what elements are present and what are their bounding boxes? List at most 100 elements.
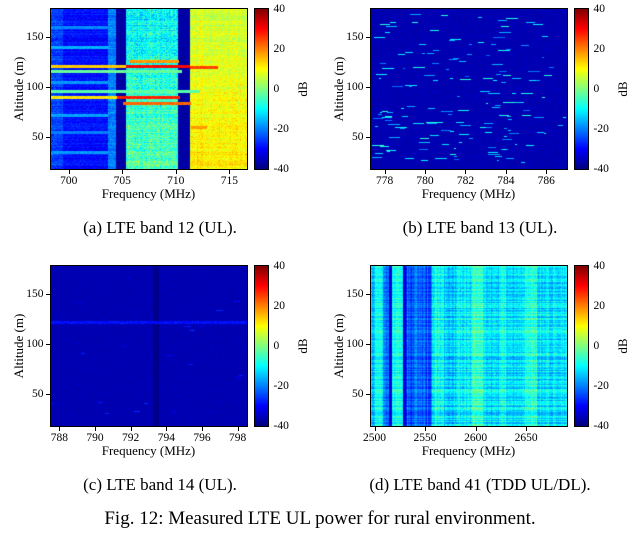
subplot-caption-b: (b) LTE band 13 (UL). <box>402 218 558 237</box>
x-axis-ticks: 700 705 710 715 <box>50 170 248 187</box>
x-tick-mark <box>229 170 231 174</box>
subplot-lte-band-12: Altitude (m) 50 100 150 700 705 710 715 Frequ… <box>0 3 320 239</box>
axes-lte-band-12: Altitude (m) 50 100 150 700 705 710 715 Frequ… <box>11 3 310 204</box>
y-tick-label: 50 <box>352 131 364 143</box>
figure-caption: Fig. 12: Measured LTE UL power for rural… <box>104 508 536 529</box>
heatmap-canvas <box>370 266 567 426</box>
y-tick-mark <box>365 344 370 345</box>
y-axis-ticks: 50 100 150 <box>346 8 370 170</box>
x-axis-ticks: 788 790 792 794 796 798 <box>50 427 248 444</box>
y-axis-label: Altitude (m) <box>11 8 26 170</box>
x-tick-mark <box>130 427 132 431</box>
axes-lte-band-14: Altitude (m) 50 100 150 788 790 792 794 796 798… <box>10 260 310 461</box>
y-tick-label: 50 <box>352 388 364 400</box>
colorbar-ticks: 40 20 0 -20 -40 <box>589 3 617 175</box>
y-tick-label: 100 <box>346 81 364 93</box>
x-tick-label: 700 <box>60 175 78 187</box>
colorbar-canvas <box>574 9 588 169</box>
x-tick-mark <box>384 170 386 174</box>
colorbar-tick-label: 0 <box>593 83 600 95</box>
figure-grid: Altitude (m) 50 100 150 700 705 710 715 Frequ… <box>0 3 630 496</box>
colorbar-ticks: 40 20 0 -20 -40 <box>589 260 617 432</box>
y-tick-mark <box>45 344 50 345</box>
x-tick-mark <box>201 427 203 431</box>
colorbar-tick-label: 40 <box>273 260 286 272</box>
colorbar-canvas <box>254 9 268 169</box>
y-tick-label: 50 <box>32 131 44 143</box>
x-tick-label: 705 <box>113 175 131 187</box>
x-tick-mark <box>166 427 168 431</box>
colorbar-label: dB <box>614 8 630 170</box>
y-tick-label: 150 <box>26 31 44 43</box>
x-tick-label: 798 <box>228 432 247 444</box>
x-tick-mark <box>122 170 124 174</box>
y-tick-label: 100 <box>346 338 364 350</box>
y-tick-mark <box>365 87 370 88</box>
x-axis-label: Frequency (MHz) <box>101 186 196 201</box>
colorbar-canvas <box>574 266 588 426</box>
colorbar-tick-label: 20 <box>593 300 606 312</box>
colorbar-tick-label: 40 <box>273 3 286 15</box>
y-tick-mark <box>45 87 50 88</box>
heatmap <box>49 8 248 170</box>
y-tick-label: 100 <box>26 81 44 93</box>
y-tick-label: 150 <box>346 31 364 43</box>
y-axis-ticks: 50 100 150 <box>346 265 370 427</box>
y-tick-mark <box>365 294 370 295</box>
subplot-lte-band-14: Altitude (m) 50 100 150 788 790 792 794 796 798… <box>0 260 320 496</box>
y-axis-label-text: Altitude (m) <box>330 56 346 122</box>
colorbar <box>253 265 269 427</box>
colorbar-canvas <box>254 266 268 426</box>
colorbar-label-text: dB <box>294 338 310 354</box>
colorbar <box>573 8 589 170</box>
y-axis-label-text: Altitude (m) <box>10 313 26 379</box>
axes-lte-band-41: Altitude (m) 50 100 150 2500 2550 2600 2650 F… <box>330 260 630 461</box>
x-tick-mark <box>59 427 61 431</box>
x-tick-mark <box>374 427 376 431</box>
colorbar-ticks: 40 20 0 -20 -40 <box>269 260 297 432</box>
colorbar-ticks: 40 20 0 -20 -40 <box>269 3 297 175</box>
heatmap-canvas <box>50 266 247 426</box>
x-tick-mark <box>546 170 548 174</box>
x-tick-mark <box>505 170 507 174</box>
x-axis-label: Frequency (MHz) <box>421 186 516 201</box>
figure: Altitude (m) 50 100 150 700 705 710 715 Frequ… <box>0 3 630 529</box>
x-tick-mark <box>68 170 70 174</box>
colorbar <box>573 265 589 427</box>
x-tick-label: 788 <box>50 432 69 444</box>
heatmap-canvas <box>50 9 247 169</box>
colorbar-label-text: dB <box>614 81 630 97</box>
y-axis-ticks: 50 100 150 <box>26 8 50 170</box>
x-tick-label: 715 <box>220 175 238 187</box>
y-axis-label: Altitude (m) <box>330 265 346 427</box>
colorbar-tick-label: 0 <box>593 340 600 352</box>
x-tick-mark <box>175 170 177 174</box>
x-tick-mark <box>95 427 97 431</box>
colorbar-tick-label: -20 <box>273 380 289 392</box>
colorbar-tick-label: -40 <box>593 420 609 432</box>
colorbar-tick-label: -40 <box>593 163 609 175</box>
subplot-caption-a: (a) LTE band 12 (UL). <box>83 218 237 237</box>
colorbar-tick-label: 20 <box>593 43 606 55</box>
y-tick-mark <box>45 294 50 295</box>
y-tick-mark <box>365 37 370 38</box>
x-tick-label: 796 <box>193 432 211 444</box>
y-tick-label: 100 <box>26 338 44 350</box>
colorbar-label: dB <box>294 265 310 427</box>
colorbar-tick-label: 20 <box>273 300 286 312</box>
colorbar-tick-label: 20 <box>273 43 286 55</box>
heatmap-canvas <box>370 9 567 169</box>
y-tick-mark <box>45 137 50 138</box>
x-tick-mark <box>425 170 427 174</box>
y-axis-ticks: 50 100 150 <box>26 265 50 427</box>
x-tick-mark <box>425 427 427 431</box>
y-axis-label-text: Altitude (m) <box>330 313 346 379</box>
y-tick-mark <box>365 137 370 138</box>
x-tick-label: 790 <box>86 432 104 444</box>
x-tick-label: 792 <box>122 432 140 444</box>
colorbar-label: dB <box>615 265 630 427</box>
heatmap <box>369 8 568 170</box>
x-tick-label: 780 <box>416 175 434 187</box>
colorbar-label-text: dB <box>294 81 310 97</box>
y-tick-mark <box>365 394 370 395</box>
